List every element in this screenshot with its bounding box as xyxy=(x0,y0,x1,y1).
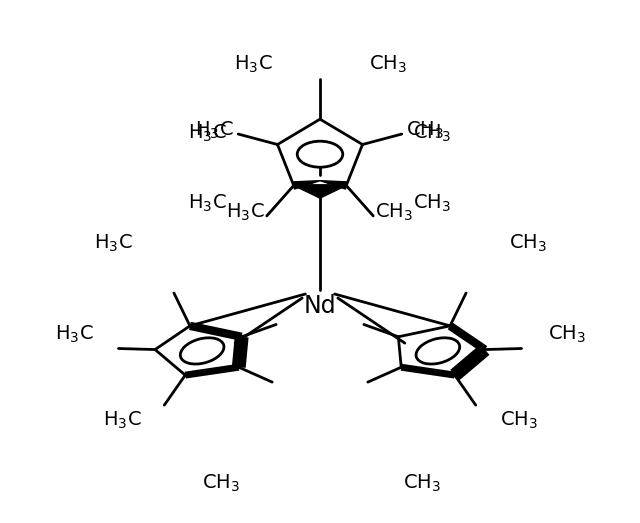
Text: H$_3$C: H$_3$C xyxy=(188,192,227,213)
Text: Nd: Nd xyxy=(304,294,336,318)
Text: H$_3$C: H$_3$C xyxy=(195,119,234,141)
Text: CH$_3$: CH$_3$ xyxy=(509,233,547,254)
Text: CH$_3$: CH$_3$ xyxy=(375,202,413,223)
Text: H$_3$C: H$_3$C xyxy=(227,202,265,223)
Text: H$_3$C: H$_3$C xyxy=(234,54,273,75)
Text: CH$_3$: CH$_3$ xyxy=(413,122,451,144)
Text: CH$_3$: CH$_3$ xyxy=(500,410,538,430)
Text: CH$_3$: CH$_3$ xyxy=(403,473,440,494)
Text: CH$_3$: CH$_3$ xyxy=(548,324,586,345)
Text: CH$_3$: CH$_3$ xyxy=(202,473,240,494)
Text: CH$_3$: CH$_3$ xyxy=(406,119,444,141)
Text: H$_3$C: H$_3$C xyxy=(102,410,141,430)
Polygon shape xyxy=(294,186,346,198)
Text: H$_3$C: H$_3$C xyxy=(188,122,227,144)
Text: H$_3$C: H$_3$C xyxy=(56,324,94,345)
Text: H$_3$C: H$_3$C xyxy=(94,233,133,254)
Polygon shape xyxy=(293,180,320,189)
Text: CH$_3$: CH$_3$ xyxy=(413,192,451,213)
Text: CH$_3$: CH$_3$ xyxy=(369,54,407,75)
Polygon shape xyxy=(320,180,347,189)
